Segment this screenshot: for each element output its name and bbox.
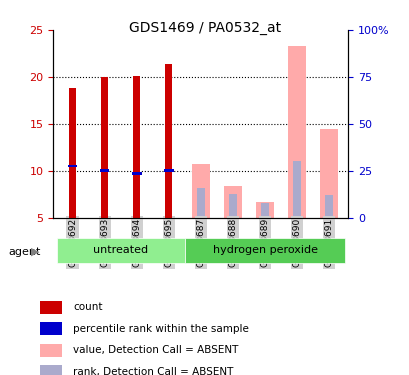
Bar bbox=[324, 195, 333, 217]
Bar bbox=[133, 76, 140, 217]
Text: GSM68690: GSM68690 bbox=[292, 218, 301, 267]
Bar bbox=[224, 186, 241, 218]
Bar bbox=[256, 202, 273, 217]
Text: untreated: untreated bbox=[93, 245, 148, 255]
Text: ▶: ▶ bbox=[31, 247, 40, 257]
Bar bbox=[40, 322, 62, 335]
Text: GSM68692: GSM68692 bbox=[68, 218, 77, 267]
Text: GSM68691: GSM68691 bbox=[324, 218, 333, 267]
Bar bbox=[40, 301, 62, 314]
Text: GSM68694: GSM68694 bbox=[132, 218, 141, 267]
Bar bbox=[261, 203, 268, 217]
Bar bbox=[196, 188, 204, 218]
Text: value, Detection Call = ABSENT: value, Detection Call = ABSENT bbox=[73, 345, 238, 355]
Text: percentile rank within the sample: percentile rank within the sample bbox=[73, 324, 249, 334]
Bar bbox=[99, 170, 109, 172]
Bar bbox=[292, 161, 300, 218]
Bar bbox=[320, 129, 337, 218]
Text: GSM68693: GSM68693 bbox=[100, 218, 109, 267]
Text: hydrogen peroxide: hydrogen peroxide bbox=[212, 245, 317, 255]
Bar bbox=[40, 344, 62, 357]
Text: GSM68689: GSM68689 bbox=[260, 218, 269, 267]
Bar bbox=[229, 194, 236, 217]
Bar bbox=[288, 46, 305, 217]
Bar bbox=[184, 238, 344, 263]
Text: GSM68688: GSM68688 bbox=[228, 218, 237, 267]
Bar bbox=[191, 164, 209, 218]
Bar bbox=[164, 170, 173, 172]
Text: GSM68695: GSM68695 bbox=[164, 218, 173, 267]
Bar bbox=[67, 165, 77, 167]
Bar bbox=[101, 77, 108, 218]
Bar bbox=[56, 238, 184, 263]
Bar bbox=[69, 88, 76, 218]
Bar bbox=[40, 365, 62, 375]
Bar bbox=[165, 64, 172, 217]
Bar bbox=[132, 172, 141, 175]
Text: GDS1469 / PA0532_at: GDS1469 / PA0532_at bbox=[128, 21, 281, 34]
Text: GSM68687: GSM68687 bbox=[196, 218, 205, 267]
Text: agent: agent bbox=[8, 247, 40, 257]
Text: count: count bbox=[73, 302, 103, 312]
Text: rank, Detection Call = ABSENT: rank, Detection Call = ABSENT bbox=[73, 367, 233, 375]
